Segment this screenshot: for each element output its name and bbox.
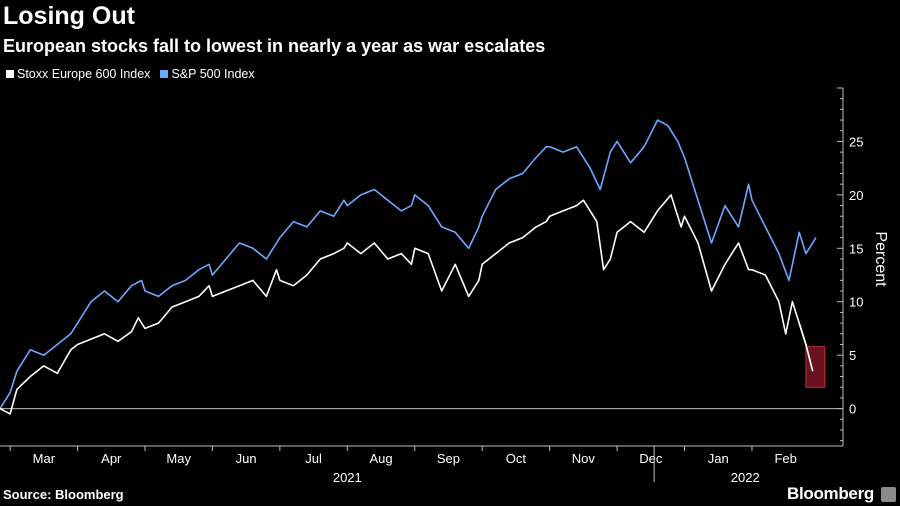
x-month-label: May bbox=[166, 451, 191, 466]
legend-label-sp500: S&P 500 Index bbox=[171, 67, 255, 81]
legend-item-stoxx: Stoxx Europe 600 Index bbox=[6, 67, 150, 81]
legend: Stoxx Europe 600 Index S&P 500 Index bbox=[6, 67, 255, 81]
source-note: Source: Bloomberg bbox=[3, 487, 124, 502]
y-tick-label: 10 bbox=[849, 295, 863, 310]
chart-title: Losing Out bbox=[3, 2, 135, 30]
series-line-stoxx bbox=[0, 194, 814, 415]
legend-swatch-stoxx bbox=[6, 70, 14, 78]
y-axis-title: Percent bbox=[872, 231, 889, 287]
series-line-stoxx-tail bbox=[798, 322, 814, 372]
x-month-label: Dec bbox=[639, 451, 663, 466]
x-month-label: Feb bbox=[774, 451, 796, 466]
x-month-label: Aug bbox=[369, 451, 392, 466]
bloomberg-logo: Bloomberg bbox=[786, 484, 874, 503]
y-tick-label: 20 bbox=[849, 188, 863, 203]
bloomberg-logo-icon bbox=[881, 487, 896, 502]
x-month-label: Mar bbox=[33, 451, 56, 466]
chart-subtitle: European stocks fall to lowest in nearly… bbox=[3, 36, 546, 56]
y-tick-label: 0 bbox=[849, 402, 856, 417]
x-month-label: Sep bbox=[437, 451, 460, 466]
x-month-label: Apr bbox=[101, 451, 122, 466]
legend-item-sp500: S&P 500 Index bbox=[160, 67, 255, 81]
legend-swatch-sp500 bbox=[160, 70, 169, 78]
x-month-label: Nov bbox=[572, 451, 596, 466]
series-line-sp500 bbox=[0, 119, 817, 410]
x-year-label: 2021 bbox=[333, 470, 362, 485]
y-tick-label: 25 bbox=[849, 134, 863, 149]
x-month-label: Oct bbox=[506, 451, 527, 466]
y-tick-label: 15 bbox=[849, 241, 863, 256]
x-month-label: Jan bbox=[708, 451, 729, 466]
highlight-box bbox=[805, 346, 826, 388]
axes-layer: 0 5 10 15 20 25 Percent Mar Apr May Jun Jul Aug Sep Oc… bbox=[0, 87, 889, 485]
x-month-label: Jun bbox=[236, 451, 257, 466]
legend-label-stoxx: Stoxx Europe 600 Index bbox=[17, 67, 151, 81]
y-tick-label: 5 bbox=[849, 348, 856, 363]
x-year-label: 2022 bbox=[731, 470, 760, 485]
annotation-layer bbox=[798, 322, 826, 388]
x-month-label: Jul bbox=[305, 451, 322, 466]
series-layer bbox=[0, 119, 817, 415]
